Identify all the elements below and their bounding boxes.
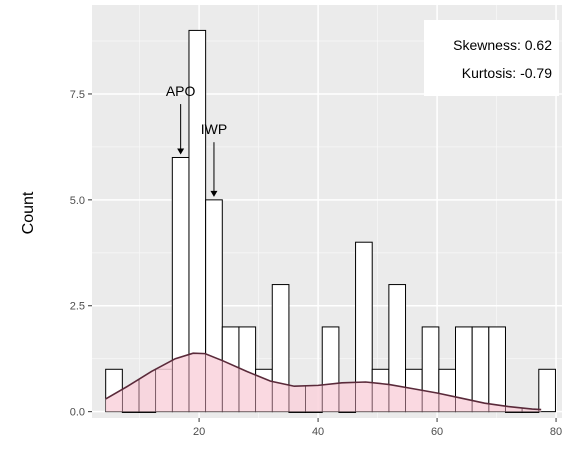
histogram-bar — [488, 326, 506, 413]
x-tick-label: 20 — [193, 426, 205, 438]
annotation-arrowhead — [210, 190, 218, 197]
histogram-bar — [305, 411, 323, 413]
histogram-bar — [288, 411, 307, 413]
histogram-bar — [388, 284, 407, 413]
histogram-bar — [121, 411, 140, 413]
y-tick-label: 7.5 — [70, 89, 85, 101]
x-axis: 20 40 60 80 — [193, 418, 562, 438]
y-tick-label: 0.0 — [70, 407, 85, 419]
y-tick-label: 2.5 — [70, 301, 85, 313]
skewness-label: Skewness: 0.62 — [453, 37, 552, 53]
histogram-bar — [271, 284, 290, 413]
histogram-bar — [471, 326, 490, 413]
x-tick-label: 60 — [431, 426, 443, 438]
annotation-arrowhead — [177, 148, 185, 155]
y-tick-label: 5.0 — [70, 195, 85, 207]
density-area — [105, 353, 542, 412]
histogram-bar — [521, 411, 540, 413]
histogram-bar — [138, 411, 157, 413]
histogram-bar — [538, 368, 556, 413]
stats-box-background — [424, 20, 559, 96]
y-axis-label: Count — [20, 191, 37, 234]
kurtosis-label: Kurtosis: -0.79 — [462, 65, 552, 81]
stats-box: Skewness: 0.62 Kurtosis: -0.79 — [424, 20, 559, 96]
histogram-bar — [338, 411, 357, 413]
x-tick-label: 80 — [550, 426, 562, 438]
density-line — [105, 352, 542, 411]
annotation-label: APO — [166, 83, 196, 99]
annotation-label: IWP — [201, 121, 227, 137]
y-axis: 0.0 2.5 5.0 7.5 — [70, 89, 92, 419]
histogram-bar — [504, 411, 523, 413]
density-curve-group — [105, 352, 542, 412]
x-tick-label: 40 — [312, 426, 324, 438]
annotations: APO IWP — [166, 83, 227, 197]
